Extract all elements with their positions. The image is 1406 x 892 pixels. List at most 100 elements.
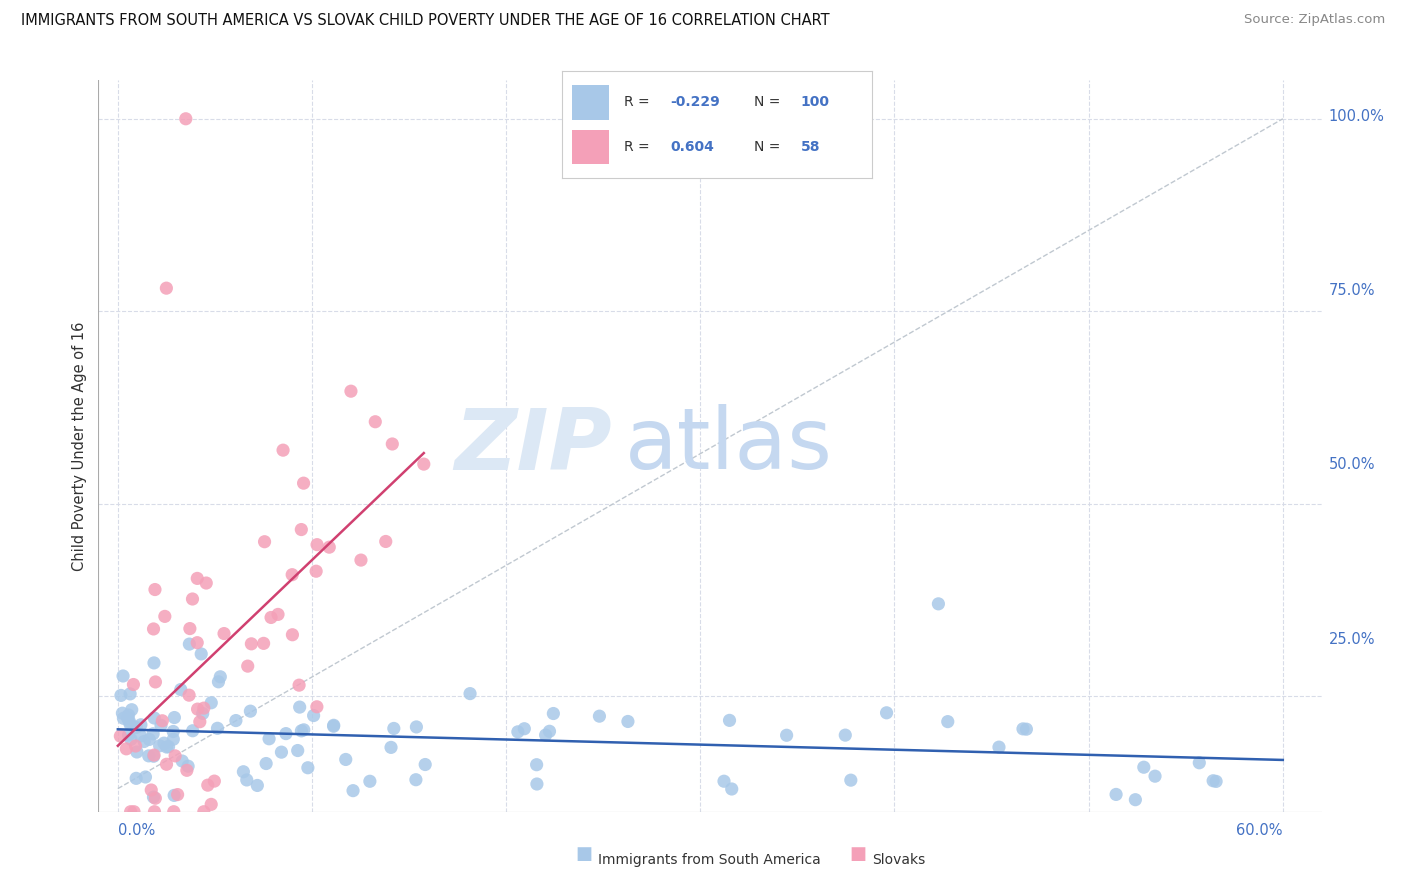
Point [110, 729, 132, 743]
Point [405, 720, 427, 734]
Point [153, 609, 176, 624]
Point [141, 783, 163, 797]
Point [1015, 722, 1038, 736]
Point [350, 553, 373, 567]
Point [936, 714, 959, 729]
Point [240, 637, 263, 651]
Point [122, 677, 145, 691]
Point [1012, 722, 1035, 736]
Point [153, 736, 176, 750]
Point [142, 622, 165, 636]
Point [534, 728, 557, 742]
Point [232, 764, 254, 779]
Point [588, 709, 610, 723]
Point [163, 789, 186, 803]
Point [288, 678, 311, 692]
Point [225, 714, 247, 728]
Point [302, 708, 325, 723]
Point [927, 597, 949, 611]
Point [252, 636, 274, 650]
Point [718, 714, 741, 728]
Text: R =: R = [624, 95, 654, 110]
Point [239, 704, 262, 718]
Point [150, 714, 173, 728]
Point [322, 718, 344, 732]
Point [197, 778, 219, 792]
Point [129, 718, 152, 732]
Point [254, 756, 277, 771]
Text: atlas: atlas [624, 404, 832, 488]
Y-axis label: Child Poverty Under the Age of 16: Child Poverty Under the Age of 16 [72, 321, 87, 571]
Point [149, 739, 172, 753]
Point [176, 764, 198, 778]
Point [121, 703, 143, 717]
Point [110, 689, 132, 703]
Point [207, 674, 229, 689]
Point [193, 701, 215, 715]
Point [200, 696, 222, 710]
Point [143, 582, 166, 597]
Text: R =: R = [624, 140, 654, 154]
Point [236, 772, 259, 787]
Text: Source: ZipAtlas.com: Source: ZipAtlas.com [1244, 13, 1385, 27]
Point [458, 687, 481, 701]
Text: -0.229: -0.229 [671, 95, 720, 110]
Point [359, 774, 381, 789]
Point [381, 437, 404, 451]
Point [143, 805, 166, 819]
Point [775, 728, 797, 742]
Point [526, 757, 548, 772]
Point [186, 571, 208, 585]
Point [382, 722, 405, 736]
Point [142, 790, 165, 805]
Point [617, 714, 640, 729]
Point [125, 721, 148, 735]
Text: 0.0%: 0.0% [118, 823, 155, 838]
Point [839, 773, 862, 788]
Point [290, 723, 312, 738]
Point [340, 384, 363, 399]
Point [188, 714, 211, 729]
Point [1205, 774, 1227, 789]
Text: Immigrants from South America: Immigrants from South America [598, 853, 820, 867]
Point [179, 637, 201, 651]
Point [166, 788, 188, 802]
Point [134, 770, 156, 784]
Text: 60.0%: 60.0% [1236, 823, 1282, 838]
Bar [572, 130, 609, 164]
Point [292, 476, 315, 491]
Point [364, 415, 387, 429]
Point [157, 739, 180, 754]
Point [111, 706, 134, 721]
Text: 100: 100 [800, 95, 830, 110]
Point [191, 706, 214, 721]
Point [181, 592, 204, 607]
Point [187, 702, 209, 716]
Point [162, 724, 184, 739]
Point [834, 728, 856, 742]
Point [274, 726, 297, 740]
Point [117, 728, 139, 742]
Point [118, 714, 141, 729]
Point [257, 731, 280, 746]
Point [287, 743, 309, 757]
Point [129, 729, 152, 743]
Point [155, 281, 177, 295]
Point [138, 748, 160, 763]
Point [1188, 756, 1211, 770]
Point [305, 699, 328, 714]
Point [195, 576, 218, 591]
Point [307, 538, 329, 552]
Point [170, 682, 193, 697]
Point [374, 534, 396, 549]
Point [202, 774, 225, 789]
Point [1105, 788, 1128, 802]
Text: Slovaks: Slovaks [872, 853, 925, 867]
Point [513, 722, 536, 736]
Point [538, 724, 561, 739]
Point [125, 745, 148, 759]
Point [1202, 773, 1225, 788]
Point [120, 805, 142, 819]
Point [155, 757, 177, 772]
Point [117, 708, 139, 723]
